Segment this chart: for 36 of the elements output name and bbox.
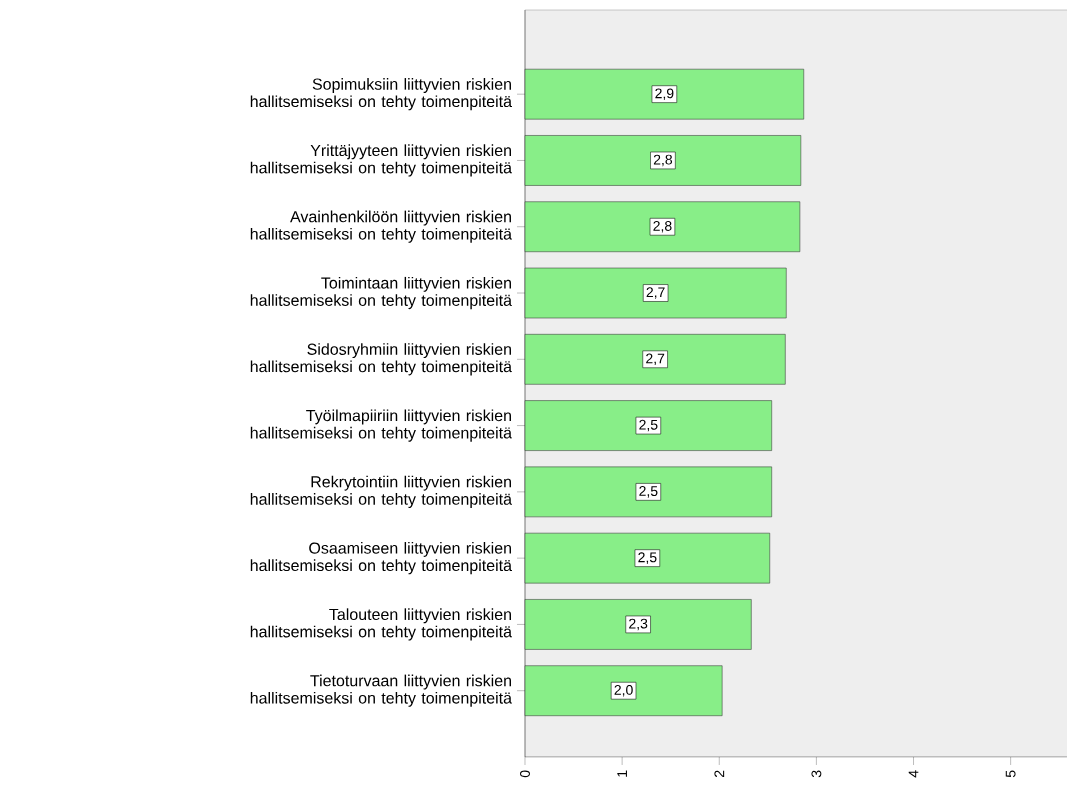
y-tick-label: Talouteen liittyvien riskien hallitsemiseksi on tehty toimenpiteitä [250, 608, 512, 641]
y-tick-label: Toimintaan liittyvien riskien hallitsemiseksi on tehty toimenpiteitä [250, 276, 512, 310]
x-tick-label: 5 [1005, 770, 1016, 778]
bar [524, 267, 787, 319]
bar [524, 665, 723, 716]
bar [524, 532, 771, 584]
x-tick-label: 2 [714, 770, 725, 777]
bar [524, 466, 772, 518]
data-label: 2,8 [653, 154, 673, 167]
bar [524, 599, 752, 650]
bar [524, 334, 786, 385]
bar [524, 400, 772, 451]
y-tick-label: Työilmapiiriin liittyvien riskien hallitsemiseksi on tehty toimenpiteitä [250, 409, 512, 442]
x-tick-label: 0 [520, 770, 530, 778]
y-tick-label: Rekrytointiin liittyvien riskien hallitsemiseksi on tehty toimenpiteitä [250, 475, 512, 508]
y-tick-label: Tietoturvaan liittyvien riskien hallitsemiseksi on tehty toimenpiteitä [250, 674, 512, 707]
data-label: 2,5 [638, 552, 657, 564]
data-label: 2,7 [646, 353, 665, 366]
bar [524, 135, 802, 186]
data-label: 2,9 [655, 88, 674, 100]
data-label: 2,8 [653, 220, 672, 233]
bar [524, 201, 801, 253]
y-tick-label: Sidosryhmiin liittyvien riskien hallitsemiseksi on tehty toimenpiteitä [250, 343, 512, 376]
y-tick-label: Yrittäjyyteen liittyvien riskien hallitsemiseksi on tehty toimenpiteitä [250, 144, 512, 177]
data-label: 2,7 [646, 287, 665, 299]
x-tick-label: 4 [908, 770, 919, 778]
data-label: 2,5 [639, 486, 658, 498]
bar [524, 68, 805, 120]
data-label: 2,5 [639, 419, 658, 432]
y-tick-label: Avainhenkilöön liittyvien riskien hallitsemiseksi on tehty toimenpiteitä [250, 210, 512, 243]
x-tick-label: 3 [811, 770, 822, 778]
y-tick-label: Sopimuksiin liittyvien riskien hallitsemiseksi on tehty toimenpiteitä [250, 78, 512, 111]
data-label: 2,0 [614, 684, 633, 697]
x-tick-label: 1 [617, 770, 627, 777]
data-label: 2,3 [629, 618, 648, 631]
y-tick-label: Osaamiseen liittyvien riskien hallitsemiseksi on tehty toimenpiteitä [250, 542, 512, 575]
